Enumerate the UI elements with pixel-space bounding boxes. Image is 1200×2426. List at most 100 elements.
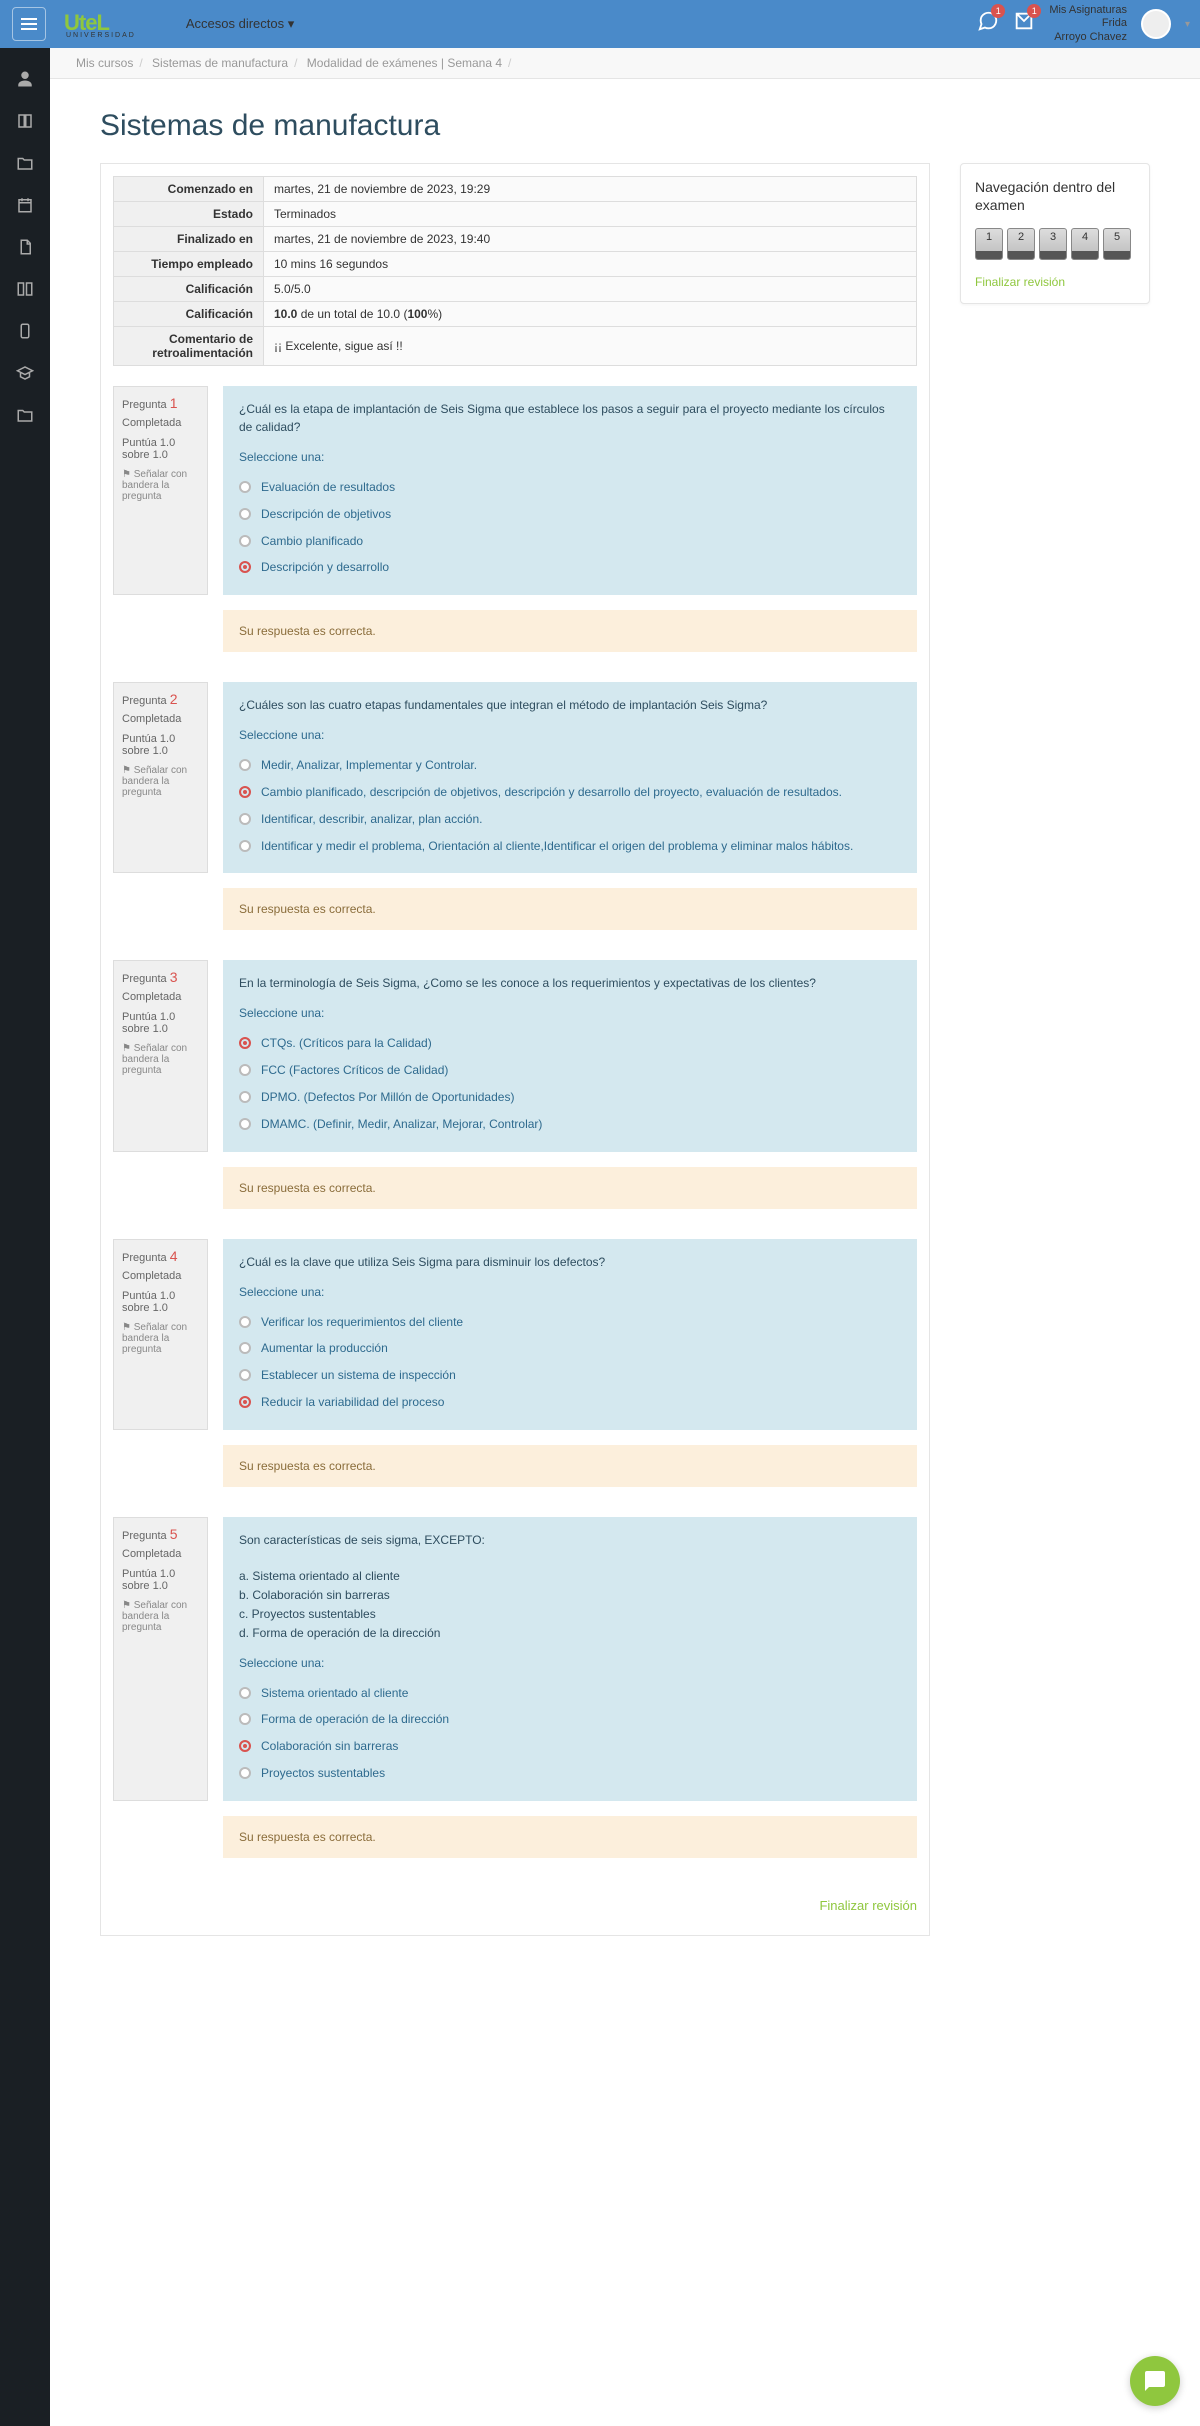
sidebar-grad[interactable] xyxy=(0,352,50,394)
q5-flag[interactable]: ⚑ Señalar con bandera la pregunta xyxy=(122,1600,199,1633)
radio-icon xyxy=(239,840,251,852)
nav-q2[interactable]: 2 xyxy=(1007,228,1035,260)
radio-icon xyxy=(239,1064,251,1076)
q2-opt1[interactable]: Medir, Analizar, Implementar y Controlar… xyxy=(239,752,901,779)
user-info: Mis Asignaturas Frida Arroyo Chavez xyxy=(1049,4,1127,44)
q5-grade: Puntúa 1.0 sobre 1.0 xyxy=(122,1568,199,1592)
nav-q4[interactable]: 4 xyxy=(1071,228,1099,260)
quiz-nav-panel: Navegación dentro del examen 1 2 3 4 5 F… xyxy=(960,163,1150,304)
topbar-right: 1 1 Mis Asignaturas Frida Arroyo Chavez … xyxy=(977,4,1190,44)
accesos-dropdown[interactable]: Accesos directos ▾ xyxy=(186,16,294,32)
q5-body: Son características de seis sigma, EXCEP… xyxy=(223,1517,917,1801)
q4-flag[interactable]: ⚑ Señalar con bandera la pregunta xyxy=(122,1322,199,1355)
user-line3: Arroyo Chavez xyxy=(1049,31,1127,44)
sidebar-courses[interactable] xyxy=(0,100,50,142)
q3-opt2[interactable]: FCC (Factores Críticos de Calidad) xyxy=(239,1057,901,1084)
logo-block[interactable]: UteL UNIVERSIDAD xyxy=(54,10,136,39)
radio-icon xyxy=(239,1713,251,1725)
summary-v5: 5.0/5.0 xyxy=(264,277,917,302)
q4-body: ¿Cuál es la clave que utiliza Seis Sigma… xyxy=(223,1239,917,1430)
content-wrap: Comenzado enmartes, 21 de noviembre de 2… xyxy=(50,163,1200,1976)
q1-feedback: Su respuesta es correcta. xyxy=(223,610,917,652)
breadcrumb-2[interactable]: Sistemas de manufactura xyxy=(152,56,288,70)
question-3: Pregunta 3 Completada Puntúa 1.0 sobre 1… xyxy=(113,960,917,1151)
avatar[interactable] xyxy=(1141,9,1171,39)
summary-v3: martes, 21 de noviembre de 2023, 19:40 xyxy=(264,227,917,252)
q1-grade: Puntúa 1.0 sobre 1.0 xyxy=(122,437,199,461)
q2-opt3[interactable]: Identificar, describir, analizar, plan a… xyxy=(239,806,901,833)
q3-flag[interactable]: ⚑ Señalar con bandera la pregunta xyxy=(122,1043,199,1076)
left-column: Comenzado enmartes, 21 de noviembre de 2… xyxy=(100,163,930,1936)
summary-k3: Finalizado en xyxy=(114,227,264,252)
q1-opt3[interactable]: Cambio planificado xyxy=(239,528,901,555)
sidebar-folder2[interactable] xyxy=(0,394,50,436)
q5-state: Completada xyxy=(122,1548,199,1560)
summary-k6: Calificación xyxy=(114,302,264,327)
q2-flag[interactable]: ⚑ Señalar con bandera la pregunta xyxy=(122,765,199,798)
q2-opt4[interactable]: Identificar y medir el problema, Orienta… xyxy=(239,833,901,860)
sidebar-folder[interactable] xyxy=(0,142,50,184)
sidebar-calendar[interactable] xyxy=(0,184,50,226)
summary-v6: 10.0 de un total de 10.0 (100%) xyxy=(264,302,917,327)
chat-fab-button[interactable] xyxy=(1130,2356,1180,2406)
menu-toggle-button[interactable] xyxy=(12,7,46,41)
q2-text: ¿Cuáles son las cuatro etapas fundamenta… xyxy=(239,696,901,714)
user-dropdown-caret[interactable]: ▾ xyxy=(1185,19,1190,30)
nav-q5[interactable]: 5 xyxy=(1103,228,1131,260)
q3-text: En la terminología de Seis Sigma, ¿Como … xyxy=(239,974,901,992)
sidebar-profile[interactable] xyxy=(0,58,50,100)
q3-opt3[interactable]: DPMO. (Defectos Por Millón de Oportunida… xyxy=(239,1084,901,1111)
summary-k1: Comenzado en xyxy=(114,177,264,202)
q1-opt2[interactable]: Descripción de objetivos xyxy=(239,501,901,528)
page-title: Sistemas de manufactura xyxy=(50,79,1200,163)
radio-icon xyxy=(239,1767,251,1779)
sidebar-library[interactable] xyxy=(0,268,50,310)
q2-opt2[interactable]: Cambio planificado, descripción de objet… xyxy=(239,779,901,806)
q5-text: Son características de seis sigma, EXCEP… xyxy=(239,1531,901,1549)
q5-opt3[interactable]: Colaboración sin barreras xyxy=(239,1733,901,1760)
q4-opt1[interactable]: Verificar los requerimientos del cliente xyxy=(239,1309,901,1336)
q4-opt2[interactable]: Aumentar la producción xyxy=(239,1335,901,1362)
q1-opt4[interactable]: Descripción y desarrollo xyxy=(239,554,901,581)
question-2: Pregunta 2 Completada Puntúa 1.0 sobre 1… xyxy=(113,682,917,873)
user-line2: Frida xyxy=(1049,17,1127,30)
q3-opt1[interactable]: CTQs. (Críticos para la Calidad) xyxy=(239,1030,901,1057)
main: Mis cursos/ Sistemas de manufactura/ Mod… xyxy=(50,48,1200,1976)
sidebar-docs[interactable] xyxy=(0,226,50,268)
nav-q3[interactable]: 3 xyxy=(1039,228,1067,260)
q1-flag[interactable]: ⚑ Señalar con bandera la pregunta xyxy=(122,469,199,502)
q5-opt4[interactable]: Proyectos sustentables xyxy=(239,1760,901,1787)
q1-state: Completada xyxy=(122,417,199,429)
q4-opt3[interactable]: Establecer un sistema de inspección xyxy=(239,1362,901,1389)
q4-text: ¿Cuál es la clave que utiliza Seis Sigma… xyxy=(239,1253,901,1271)
q3-state: Completada xyxy=(122,991,199,1003)
finish-review-link[interactable]: Finalizar revisión xyxy=(975,275,1065,289)
summary-v7: ¡¡ Excelente, sigue así !! xyxy=(264,327,917,366)
sidebar-mobile[interactable] xyxy=(0,310,50,352)
logo-subtitle: UNIVERSIDAD xyxy=(66,32,136,39)
q2-info: Pregunta 2 Completada Puntúa 1.0 sobre 1… xyxy=(113,682,208,873)
person-icon xyxy=(16,70,34,88)
radio-icon xyxy=(239,1118,251,1130)
q2-number: Pregunta 2 xyxy=(122,691,199,707)
breadcrumb-3[interactable]: Modalidad de exámenes | Semana 4 xyxy=(307,56,502,70)
finish-bottom: Finalizar revisión xyxy=(113,1888,917,1923)
summary-k5: Calificación xyxy=(114,277,264,302)
q3-opt4[interactable]: DMAMC. (Definir, Medir, Analizar, Mejora… xyxy=(239,1111,901,1138)
breadcrumb-1[interactable]: Mis cursos xyxy=(76,56,133,70)
chat-notif-button[interactable]: 1 xyxy=(977,10,999,38)
mail-notif-button[interactable]: 1 xyxy=(1013,10,1035,38)
q5-opt2[interactable]: Forma de operación de la dirección xyxy=(239,1706,901,1733)
summary-table: Comenzado enmartes, 21 de noviembre de 2… xyxy=(113,176,917,366)
radio-icon xyxy=(239,813,251,825)
nav-q1[interactable]: 1 xyxy=(975,228,1003,260)
q4-opt4[interactable]: Reducir la variabilidad del proceso xyxy=(239,1389,901,1416)
q1-opt1[interactable]: Evaluación de resultados xyxy=(239,474,901,501)
q3-grade: Puntúa 1.0 sobre 1.0 xyxy=(122,1011,199,1035)
radio-selected-icon xyxy=(239,1037,251,1049)
finish-review-link-bottom[interactable]: Finalizar revisión xyxy=(819,1898,917,1913)
folder-icon xyxy=(16,406,34,424)
q5-info: Pregunta 5 Completada Puntúa 1.0 sobre 1… xyxy=(113,1517,208,1801)
q5-opt1[interactable]: Sistema orientado al cliente xyxy=(239,1680,901,1707)
user-line1: Mis Asignaturas xyxy=(1049,4,1127,17)
